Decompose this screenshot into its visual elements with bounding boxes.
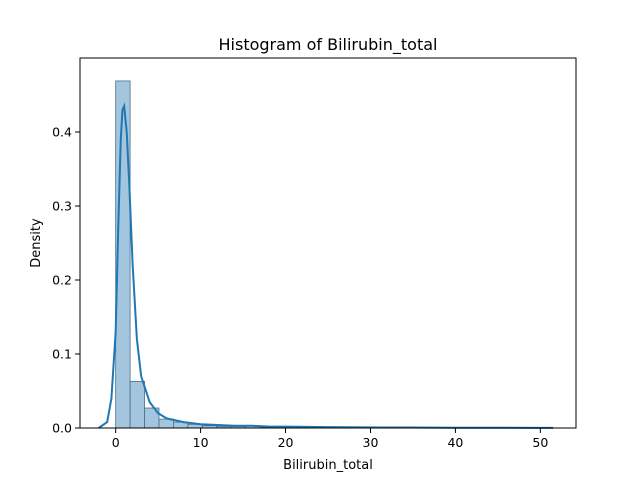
x-tick-label: 50 — [532, 435, 548, 450]
x-tick-label: 40 — [447, 435, 463, 450]
x-tick-label: 0 — [112, 435, 120, 450]
x-tick-label: 10 — [193, 435, 209, 450]
y-axis-ticks: 0.0 0.1 0.2 0.3 0.4 — [52, 125, 80, 436]
y-axis-label: Density — [29, 218, 44, 268]
plot-frame — [79, 57, 577, 429]
y-tick-label: 0.1 — [52, 347, 72, 362]
x-tick-label: 20 — [278, 435, 294, 450]
x-axis-label: Bilirubin_total — [283, 458, 373, 473]
x-axis-ticks: 0 10 20 30 40 50 — [112, 428, 548, 450]
histogram-bar — [158, 418, 174, 429]
histogram-bar — [129, 380, 145, 429]
y-tick-label: 0.0 — [52, 421, 72, 436]
y-tick-label: 0.2 — [52, 273, 72, 288]
chart-title: Histogram of Bilirubin_total — [219, 35, 438, 55]
y-tick-label: 0.4 — [52, 125, 72, 140]
x-tick-label: 30 — [363, 435, 379, 450]
y-tick-label: 0.3 — [52, 199, 72, 214]
kde-curve — [98, 102, 554, 429]
